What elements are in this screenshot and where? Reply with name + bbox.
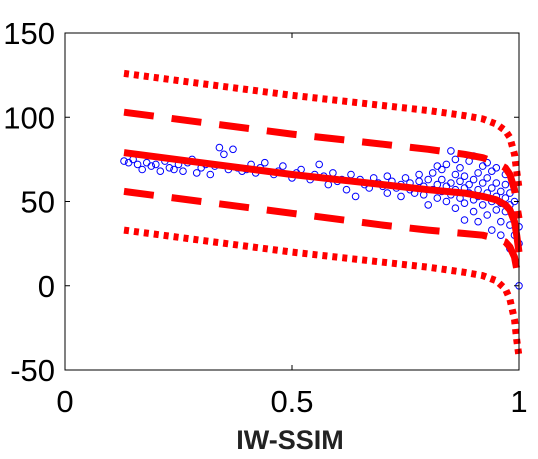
scatter-point xyxy=(156,167,165,175)
scatter-point xyxy=(433,194,442,202)
y-tick-label: 100 xyxy=(3,100,55,135)
scatter-point xyxy=(456,164,464,172)
scatter-point xyxy=(488,184,496,192)
scatter-point xyxy=(383,189,392,197)
scatter-point xyxy=(478,201,487,209)
scatter-point xyxy=(206,170,215,179)
scatter-point xyxy=(451,155,460,164)
scatter-point xyxy=(152,160,160,169)
scatter-point xyxy=(474,217,482,226)
scatter-point xyxy=(138,165,146,174)
scatter-point xyxy=(451,170,460,179)
line-upper-outer xyxy=(123,69,523,189)
scatter-point xyxy=(192,169,201,177)
scatter-point xyxy=(383,172,392,180)
scatter-point xyxy=(501,180,510,189)
scatter-point xyxy=(229,145,237,154)
scatter-point xyxy=(438,175,446,184)
scatter-point xyxy=(478,179,487,187)
scatter-point xyxy=(474,169,482,177)
scatter-point xyxy=(469,207,478,216)
line-upper-band xyxy=(123,108,523,219)
scatter-point xyxy=(492,206,501,214)
scatter-point xyxy=(469,175,478,184)
line-fit xyxy=(123,149,523,253)
scatter-point xyxy=(397,192,405,201)
scatter-point xyxy=(147,162,156,170)
y-tick-label: 50 xyxy=(21,185,55,220)
scatter-point xyxy=(215,143,224,152)
line-lower-band xyxy=(123,187,523,287)
x-tick-label: 0 xyxy=(56,384,73,419)
scatter-point xyxy=(415,170,423,179)
scatter-point xyxy=(428,169,437,177)
x-axis-title: IW-SSIM xyxy=(236,425,343,455)
scatter-point xyxy=(220,150,228,159)
scatter-point xyxy=(451,204,460,212)
line-lower-outer xyxy=(123,226,523,357)
scatter-point xyxy=(460,172,469,180)
scatter-point xyxy=(497,187,505,196)
scatter-point xyxy=(488,226,496,234)
scatter-point xyxy=(492,164,501,172)
scatter-point xyxy=(351,192,360,201)
scatter-point xyxy=(342,185,351,194)
scatter-point xyxy=(442,160,451,169)
scatter-point xyxy=(465,180,473,189)
scatter-point xyxy=(492,179,501,187)
scatter-point xyxy=(497,217,505,226)
x-tick-label: 0.5 xyxy=(270,384,313,419)
scatter-point xyxy=(279,162,287,170)
scatter-point xyxy=(179,167,187,175)
scatter-point xyxy=(261,158,269,167)
scatter-point xyxy=(424,201,433,209)
scatter-point xyxy=(120,157,128,165)
scatter-point xyxy=(460,199,469,207)
scatter-point xyxy=(133,160,142,169)
data-layer xyxy=(120,69,523,357)
scatter-point xyxy=(424,175,433,184)
y-tick-label: -50 xyxy=(10,353,55,388)
scatter-point xyxy=(433,162,442,170)
x-tick-label: 1 xyxy=(510,384,527,419)
scatter-point xyxy=(483,158,492,167)
scatter-point xyxy=(170,165,178,174)
scatter-point xyxy=(401,174,410,182)
scatter-point xyxy=(456,177,464,186)
scatter-point xyxy=(447,147,455,155)
scatter-point xyxy=(483,211,492,219)
scatter-point xyxy=(165,164,174,172)
scatter-point xyxy=(442,197,451,206)
y-tick-label: 150 xyxy=(3,16,55,51)
scatter-point xyxy=(447,179,455,187)
scatter-point xyxy=(315,160,324,169)
y-tick-label: 0 xyxy=(38,269,55,304)
scatter-point xyxy=(460,216,469,224)
scatter-point xyxy=(497,231,505,239)
scatter-point xyxy=(483,174,492,182)
